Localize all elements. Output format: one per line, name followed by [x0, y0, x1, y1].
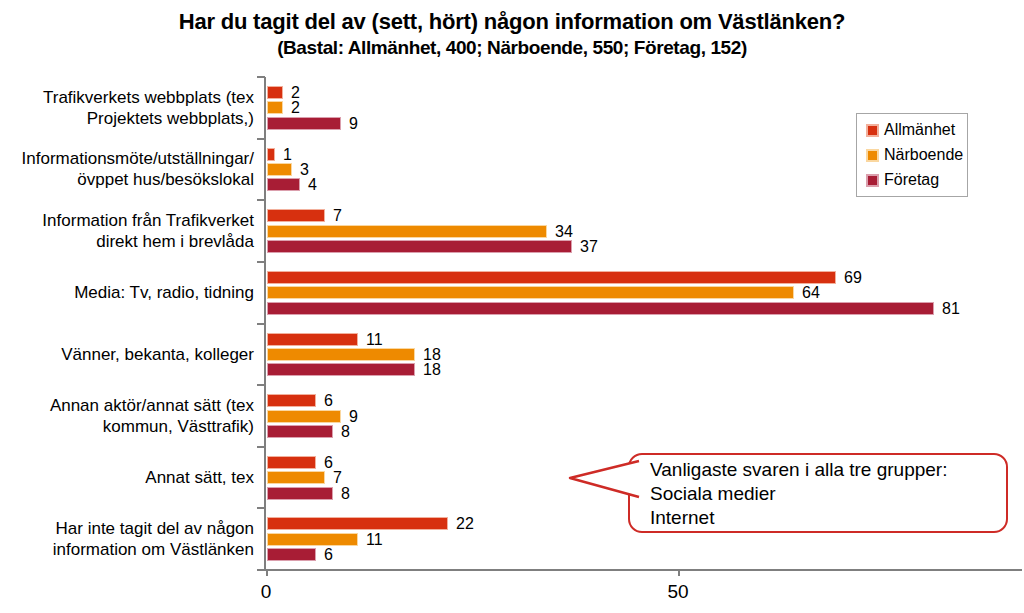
- callout-tail-icon: [563, 450, 643, 510]
- bar-närboende: [267, 286, 794, 299]
- x-axis-tick-label-0: 0: [256, 581, 276, 603]
- category-label: Trafikverkets webbplats (tex Projektets …: [0, 77, 254, 139]
- bar-allmänhet: [267, 333, 358, 346]
- bar-närboende: [267, 101, 283, 114]
- bar-value-label: 81: [942, 300, 960, 318]
- legend-label-narboende: Närboende: [884, 146, 963, 164]
- legend-swatch-allmanhet-icon: [866, 124, 879, 137]
- bar-allmänhet: [267, 456, 316, 469]
- bar-value-label: 11: [366, 331, 383, 349]
- y-axis-line: [264, 77, 266, 571]
- category-label: Annat sätt, tex: [0, 447, 254, 509]
- bar-allmänhet: [267, 271, 836, 284]
- bar-value-label: 64: [802, 284, 820, 302]
- bar-företag: [267, 487, 333, 500]
- bar-value-label: 9: [349, 408, 358, 426]
- category-label: Vänner, bekanta, kolleger: [0, 324, 254, 386]
- bar-allmänhet: [267, 517, 448, 530]
- x-axis-line: [264, 569, 1022, 571]
- bar-value-label: 8: [341, 423, 350, 441]
- category-label: Annan aktör/annat sätt (tex kommun, Väst…: [0, 385, 254, 447]
- bar-value-label: 11: [366, 531, 383, 549]
- bar-value-label: 4: [308, 176, 317, 194]
- bar-value-label: 6: [324, 454, 333, 472]
- legend-swatch-narboende-icon: [866, 149, 879, 162]
- bar-value-label: 34: [555, 223, 573, 241]
- x-axis-tick: [266, 571, 268, 576]
- category-label: Media: Tv, radio, tidning: [0, 262, 254, 324]
- bar-närboende: [267, 410, 341, 423]
- legend-item-narboende: Närboende: [866, 146, 967, 164]
- chart-subtitle: (Bastal: Allmänhet, 400; Närboende, 550;…: [0, 37, 1024, 59]
- bar-allmänhet: [267, 394, 316, 407]
- bar-value-label: 22: [456, 515, 474, 533]
- legend-label-foretag: Företag: [884, 171, 939, 189]
- bar-value-label: 18: [423, 361, 441, 379]
- bar-närboende: [267, 471, 325, 484]
- bar-value-label: 1: [283, 146, 292, 164]
- bar-allmänhet: [267, 86, 283, 99]
- bar-value-label: 2: [291, 99, 300, 117]
- bar-value-label: 6: [324, 392, 333, 410]
- bar-företag: [267, 240, 572, 253]
- bar-företag: [267, 548, 316, 561]
- legend-swatch-foretag-icon: [866, 174, 879, 187]
- bar-value-label: 6: [324, 546, 333, 564]
- bar-företag: [267, 302, 934, 315]
- callout-line-2: Sociala medier: [650, 482, 1006, 506]
- bar-value-label: 9: [349, 115, 358, 133]
- legend-item-allmanhet: Allmänhet: [866, 121, 967, 139]
- bar-value-label: 69: [844, 269, 862, 287]
- callout-line-3: Internet: [650, 506, 1006, 530]
- category-label: Information från Trafikverket direkt hem…: [0, 200, 254, 262]
- bar-allmänhet: [267, 209, 325, 222]
- bar-närboende: [267, 163, 292, 176]
- legend-item-foretag: Företag: [866, 171, 967, 189]
- bar-value-label: 7: [333, 207, 342, 225]
- callout-line-1: Vanligaste svaren i alla tre grupper:: [650, 458, 1006, 482]
- callout-box: Vanligaste svaren i alla tre grupper: So…: [628, 453, 1008, 533]
- bar-närboende: [267, 225, 547, 238]
- chart-title: Har du tagit del av (sett, hört) någon i…: [0, 9, 1024, 35]
- bar-value-label: 37: [580, 238, 598, 256]
- legend: Allmänhet Närboende Företag: [856, 113, 968, 197]
- bar-value-label: 8: [341, 485, 350, 503]
- bar-närboende: [267, 348, 415, 361]
- bar-närboende: [267, 533, 358, 546]
- bar-företag: [267, 363, 415, 376]
- legend-label-allmanhet: Allmänhet: [884, 121, 955, 139]
- bar-företag: [267, 117, 341, 130]
- bar-företag: [267, 178, 300, 191]
- category-label: Informationsmöte/utställningar/ övppet h…: [0, 139, 254, 201]
- bar-allmänhet: [267, 148, 275, 161]
- x-axis-tick: [678, 571, 680, 576]
- x-axis-tick-label-50: 50: [663, 581, 693, 603]
- category-label: Har inte tagit del av någon information …: [0, 508, 254, 570]
- bar-företag: [267, 425, 333, 438]
